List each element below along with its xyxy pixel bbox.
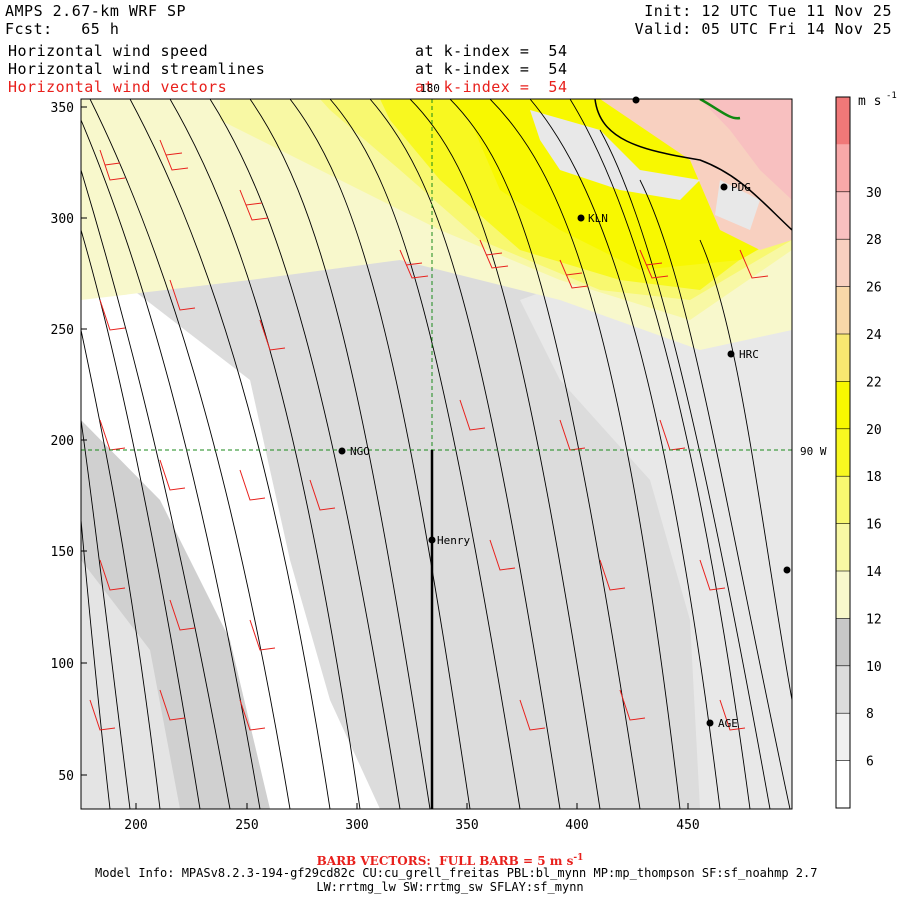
- colorbar-tick-label: 20: [866, 423, 882, 438]
- station-ngo-label: NGO: [350, 445, 370, 458]
- station-top-marker: [632, 96, 640, 104]
- station-pdg-label: PDG: [731, 181, 751, 194]
- station-pdg-marker: [720, 183, 728, 191]
- y-tick-label: 250: [51, 323, 74, 338]
- colorbar-swatch: [836, 713, 850, 761]
- map-guides: [81, 99, 792, 809]
- model-info-2: LW:rrtmg_lw SW:rrtmg_sw SFLAY:sf_mynn: [316, 880, 584, 894]
- colorbar-swatch: [836, 665, 850, 714]
- station-kln-label: KLN: [588, 212, 608, 225]
- forecast-hour: Fcst: 65 h: [5, 20, 120, 38]
- barb-caption: BARB VECTORS: FULL BARB = 5 m s: [316, 854, 574, 868]
- station-henry-label: Henry: [437, 534, 470, 547]
- station-age-marker: [706, 719, 714, 727]
- model-info: Model Info: MPASv8.2.3-194-gf29cd82c CU:…: [95, 866, 818, 880]
- colorbar-tick-label: 24: [866, 328, 882, 343]
- station-age-label: AGE: [718, 717, 738, 730]
- y-tick-label: 50: [58, 769, 74, 784]
- valid-time: Valid: 05 UTC Fri 14 Nov 25: [634, 20, 892, 38]
- colorbar-swatch: [836, 476, 850, 524]
- field-name-streamlines: Horizontal wind streamlines: [8, 60, 266, 78]
- colorbar-tick-label: 26: [866, 281, 882, 296]
- station-hrc-marker: [727, 350, 735, 358]
- y-tick-label: 300: [51, 212, 74, 227]
- field-level-streamlines: at k-index = 54: [415, 60, 568, 78]
- colorbar-swatch: [836, 523, 850, 571]
- colorbar-frame: [835, 96, 851, 809]
- colorbar: m s -1 6 8 10 12 14 16 18 20 22 24 26 28 30: [835, 91, 897, 809]
- colorbar-tick-label: 18: [866, 470, 882, 485]
- colorbar-swatch: [836, 144, 850, 192]
- colorbar-tick-label: 8: [866, 707, 874, 722]
- colorbar-unit-exponent: -1: [886, 91, 897, 101]
- colorbar-swatch: [836, 97, 850, 145]
- colorbar-tick-label: 30: [866, 186, 882, 201]
- field-level-wind-speed: at k-index = 54: [415, 42, 568, 60]
- colorbar-tick-label: 6: [866, 755, 874, 770]
- station-hrc-label: HRC: [739, 348, 759, 361]
- colorbar-swatch: [836, 571, 850, 619]
- colorbar-swatch: [836, 381, 850, 429]
- parallel-label: 90 W: [800, 445, 827, 458]
- colorbar-tick-label: 14: [866, 565, 882, 580]
- colorbar-tick-label: 28: [866, 233, 882, 248]
- x-tick-label: 350: [455, 818, 478, 833]
- x-tick-label: 300: [345, 818, 368, 833]
- colorbar-tick-label: 22: [866, 375, 882, 390]
- streamlines: [81, 99, 792, 809]
- field-name-wind-speed: Horizontal wind speed: [8, 42, 209, 60]
- station-ngo-marker: [338, 447, 346, 455]
- init-time: Init: 12 UTC Tue 11 Nov 25: [644, 2, 892, 20]
- x-tick-label: 400: [565, 818, 588, 833]
- field-name-vectors: Horizontal wind vectors: [8, 78, 228, 96]
- colorbar-swatch: [836, 428, 850, 477]
- x-axis: 200 250 300 350 400 450: [124, 803, 700, 833]
- colorbar-unit: m s: [858, 94, 881, 109]
- y-tick-label: 350: [51, 101, 74, 116]
- y-tick-label: 100: [51, 657, 74, 672]
- station-henry-marker: [428, 536, 436, 544]
- colorbar-tick-label: 16: [866, 518, 882, 533]
- barb-caption-exponent: -1: [573, 853, 584, 863]
- plot-frame: [80, 98, 793, 810]
- stations: NGO Henry KLN PDG HRC AGE: [338, 96, 791, 730]
- colorbar-swatch: [836, 334, 850, 382]
- colorbar-swatch: [836, 618, 850, 666]
- x-tick-label: 250: [235, 818, 258, 833]
- y-tick-label: 150: [51, 545, 74, 560]
- colorbar-swatch: [836, 239, 850, 287]
- colorbar-swatch: [836, 760, 850, 808]
- y-axis: 50 100 150 200 250 300 350: [51, 101, 87, 784]
- meridian-label: 180: [420, 82, 440, 95]
- wind-speed-field: [81, 99, 792, 809]
- colorbar-swatch: [836, 191, 850, 240]
- y-tick-label: 200: [51, 434, 74, 449]
- station-edge-marker: [783, 566, 791, 574]
- station-kln-marker: [577, 214, 585, 222]
- colorbar-tick-label: 10: [866, 660, 882, 675]
- model-title: AMPS 2.67-km WRF SP: [5, 2, 187, 20]
- colorbar-tick-label: 12: [866, 612, 882, 627]
- x-tick-label: 200: [124, 818, 147, 833]
- x-tick-label: 450: [676, 818, 699, 833]
- barb-caption-row: BARB VECTORS: FULL BARB = 5 m s-1: [0, 851, 900, 868]
- colorbar-swatch: [836, 286, 850, 334]
- field-level-vectors: at k-index = 54: [415, 78, 568, 96]
